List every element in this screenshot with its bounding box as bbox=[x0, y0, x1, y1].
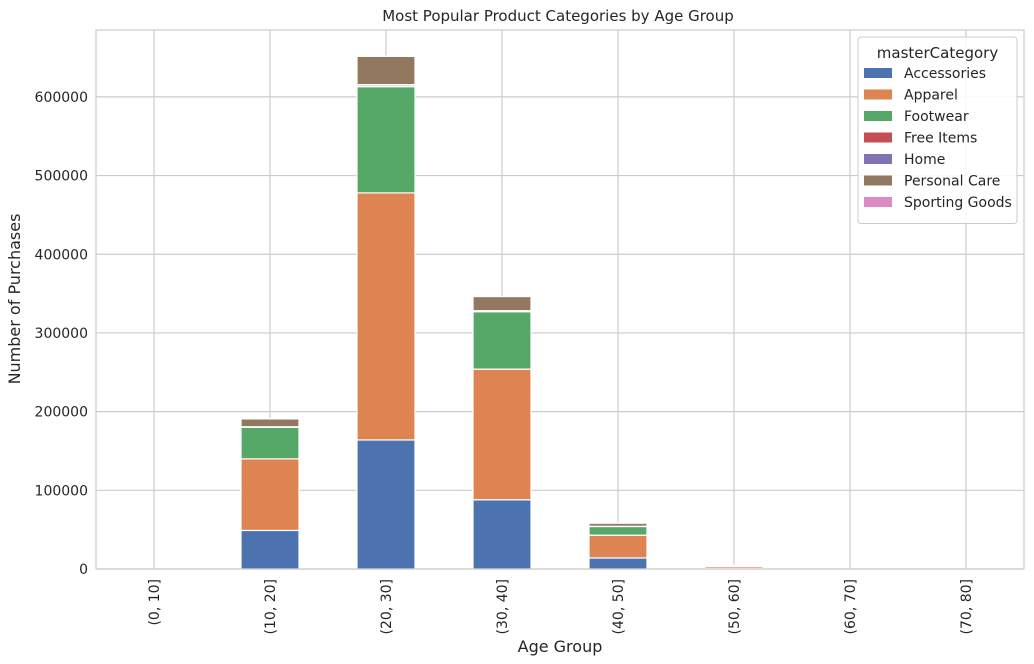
x-axis-title: Age Group bbox=[518, 637, 603, 656]
bar-segment bbox=[588, 557, 648, 570]
legend: masterCategory Accessories Apparel Footwear… bbox=[857, 36, 1018, 224]
y-tick-label: 600000 bbox=[35, 90, 88, 106]
bar-segment bbox=[472, 295, 532, 312]
y-tick-label: 0 bbox=[79, 562, 88, 578]
legend-label: Apparel bbox=[904, 88, 958, 104]
x-tick-label: (0, 10] bbox=[147, 579, 163, 626]
bar-segment bbox=[240, 529, 300, 570]
bar-segment bbox=[472, 499, 532, 570]
legend-box bbox=[857, 36, 1018, 224]
legend-label: Footwear bbox=[904, 109, 969, 125]
bar-segment bbox=[356, 55, 416, 86]
bar-segment bbox=[356, 439, 416, 570]
legend-swatch bbox=[864, 197, 892, 207]
legend-label: Personal Care bbox=[904, 174, 1000, 190]
y-tick-label: 400000 bbox=[35, 247, 88, 263]
bar-segment bbox=[472, 368, 532, 501]
y-tick-label: 200000 bbox=[35, 405, 88, 421]
bar-segment bbox=[588, 525, 648, 536]
legend-label: Accessories bbox=[904, 66, 986, 82]
bar-segment bbox=[356, 86, 416, 194]
bar-segment bbox=[240, 418, 300, 428]
x-tick-label: (20, 30] bbox=[379, 579, 395, 634]
legend-label: Free Items bbox=[904, 131, 977, 147]
bar-segment bbox=[588, 534, 648, 559]
x-tick-label: (50, 60] bbox=[727, 579, 743, 634]
legend-swatch bbox=[864, 132, 892, 143]
x-tick-label: (40, 50] bbox=[611, 579, 627, 634]
y-tick-label: 100000 bbox=[35, 483, 88, 499]
grid bbox=[96, 30, 1024, 570]
x-tick-label: (70, 80] bbox=[959, 579, 975, 634]
bar-segment bbox=[356, 192, 416, 441]
legend-swatch bbox=[864, 111, 892, 121]
bars bbox=[240, 55, 764, 570]
axes: 0 100000 200000 300000 400000 500000 600000 (0,… bbox=[35, 29, 1025, 634]
legend-swatch bbox=[864, 154, 892, 164]
x-tick-label: (10, 20] bbox=[263, 579, 279, 634]
y-axis-title: Number of Purchases bbox=[5, 214, 24, 385]
y-tick-label: 300000 bbox=[35, 326, 88, 342]
legend-swatch bbox=[864, 89, 892, 100]
chart-title: Most Popular Product Categories by Age G… bbox=[382, 7, 734, 25]
bar-segment bbox=[240, 426, 300, 460]
legend-label: Sporting Goods bbox=[904, 195, 1012, 211]
legend-swatch bbox=[864, 175, 892, 186]
bar-segment bbox=[472, 311, 532, 370]
x-tick-label: (30, 40] bbox=[495, 579, 511, 634]
x-tick-label: (60, 70] bbox=[843, 579, 859, 634]
y-tick-label: 500000 bbox=[35, 169, 88, 185]
legend-title: masterCategory bbox=[877, 44, 999, 62]
bar-segment bbox=[240, 458, 300, 532]
legend-swatch bbox=[864, 68, 892, 78]
plot-frame bbox=[95, 29, 1025, 570]
legend-label: Home bbox=[904, 152, 945, 168]
